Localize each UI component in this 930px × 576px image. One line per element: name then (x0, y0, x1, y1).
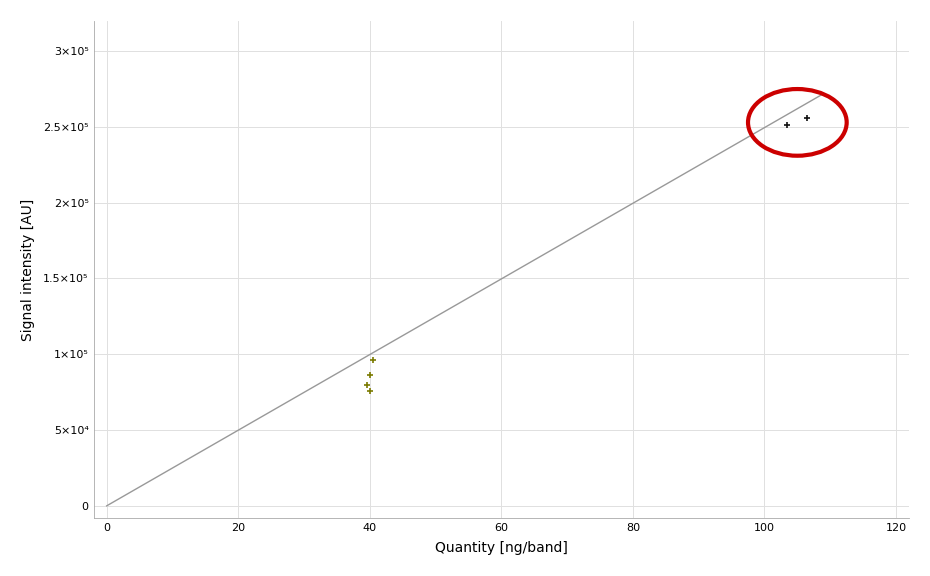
X-axis label: Quantity [ng/band]: Quantity [ng/band] (435, 541, 568, 555)
Y-axis label: Signal intensity [AU]: Signal intensity [AU] (20, 198, 34, 340)
